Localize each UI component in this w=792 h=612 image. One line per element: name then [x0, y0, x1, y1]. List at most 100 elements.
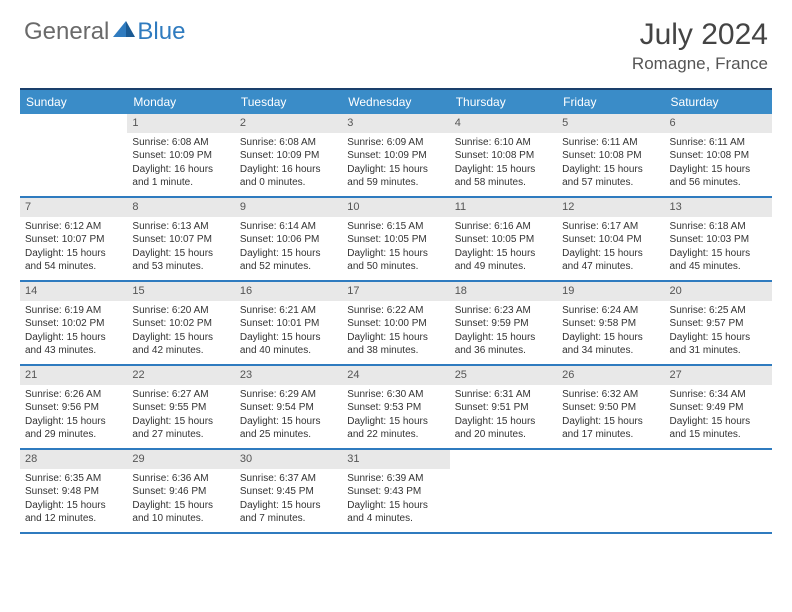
day-number: 7	[20, 198, 127, 217]
sunset-text: Sunset: 10:06 PM	[240, 233, 337, 247]
sunrise-text: Sunrise: 6:13 AM	[132, 220, 229, 234]
day-body: Sunrise: 6:10 AMSunset: 10:08 PMDaylight…	[450, 133, 557, 195]
day-cell: 7Sunrise: 6:12 AMSunset: 10:07 PMDayligh…	[20, 198, 127, 280]
day-number: 12	[557, 198, 664, 217]
page-title: July 2024	[632, 18, 768, 52]
logo-text-blue: Blue	[137, 18, 185, 46]
day-cell: 16Sunrise: 6:21 AMSunset: 10:01 PMDaylig…	[235, 282, 342, 364]
weekday-header-row: Sunday Monday Tuesday Wednesday Thursday…	[20, 90, 772, 114]
day-cell: 29Sunrise: 6:36 AMSunset: 9:46 PMDayligh…	[127, 450, 234, 532]
day-body: Sunrise: 6:19 AMSunset: 10:02 PMDaylight…	[20, 301, 127, 363]
day-cell: 21Sunrise: 6:26 AMSunset: 9:56 PMDayligh…	[20, 366, 127, 448]
sunset-text: Sunset: 9:50 PM	[562, 401, 659, 415]
day-number: 29	[127, 450, 234, 469]
day-cell: 31Sunrise: 6:39 AMSunset: 9:43 PMDayligh…	[342, 450, 449, 532]
day-cell: 11Sunrise: 6:16 AMSunset: 10:05 PMDaylig…	[450, 198, 557, 280]
sunrise-text: Sunrise: 6:21 AM	[240, 304, 337, 318]
day-body: Sunrise: 6:17 AMSunset: 10:04 PMDaylight…	[557, 217, 664, 279]
day-cell: 26Sunrise: 6:32 AMSunset: 9:50 PMDayligh…	[557, 366, 664, 448]
sunset-text: Sunset: 10:07 PM	[25, 233, 122, 247]
daylight-text: Daylight: 15 hours and 27 minutes.	[132, 415, 229, 442]
sunset-text: Sunset: 9:45 PM	[240, 485, 337, 499]
sunrise-text: Sunrise: 6:39 AM	[347, 472, 444, 486]
day-body: Sunrise: 6:21 AMSunset: 10:01 PMDaylight…	[235, 301, 342, 363]
day-body: Sunrise: 6:23 AMSunset: 9:59 PMDaylight:…	[450, 301, 557, 363]
day-number: 27	[665, 366, 772, 385]
sunrise-text: Sunrise: 6:20 AM	[132, 304, 229, 318]
daylight-text: Daylight: 15 hours and 43 minutes.	[25, 331, 122, 358]
daylight-text: Daylight: 15 hours and 45 minutes.	[670, 247, 767, 274]
sunrise-text: Sunrise: 6:25 AM	[670, 304, 767, 318]
sunset-text: Sunset: 10:07 PM	[132, 233, 229, 247]
day-cell: 2Sunrise: 6:08 AMSunset: 10:09 PMDayligh…	[235, 114, 342, 196]
sunrise-text: Sunrise: 6:10 AM	[455, 136, 552, 150]
sunrise-text: Sunrise: 6:19 AM	[25, 304, 122, 318]
sunrise-text: Sunrise: 6:11 AM	[562, 136, 659, 150]
day-cell: 6Sunrise: 6:11 AMSunset: 10:08 PMDayligh…	[665, 114, 772, 196]
week-row: 7Sunrise: 6:12 AMSunset: 10:07 PMDayligh…	[20, 198, 772, 282]
sunset-text: Sunset: 10:09 PM	[240, 149, 337, 163]
day-cell: 14Sunrise: 6:19 AMSunset: 10:02 PMDaylig…	[20, 282, 127, 364]
sunset-text: Sunset: 10:02 PM	[132, 317, 229, 331]
day-body: Sunrise: 6:11 AMSunset: 10:08 PMDaylight…	[557, 133, 664, 195]
daylight-text: Daylight: 15 hours and 31 minutes.	[670, 331, 767, 358]
day-number: 15	[127, 282, 234, 301]
day-cell	[557, 450, 664, 532]
sunset-text: Sunset: 10:08 PM	[455, 149, 552, 163]
day-body: Sunrise: 6:30 AMSunset: 9:53 PMDaylight:…	[342, 385, 449, 447]
sunset-text: Sunset: 9:57 PM	[670, 317, 767, 331]
day-number: 6	[665, 114, 772, 133]
day-body: Sunrise: 6:24 AMSunset: 9:58 PMDaylight:…	[557, 301, 664, 363]
week-row: 1Sunrise: 6:08 AMSunset: 10:09 PMDayligh…	[20, 114, 772, 198]
sunset-text: Sunset: 9:49 PM	[670, 401, 767, 415]
day-number: 8	[127, 198, 234, 217]
day-number: 26	[557, 366, 664, 385]
daylight-text: Daylight: 15 hours and 50 minutes.	[347, 247, 444, 274]
day-cell: 13Sunrise: 6:18 AMSunset: 10:03 PMDaylig…	[665, 198, 772, 280]
day-number: 21	[20, 366, 127, 385]
day-cell: 15Sunrise: 6:20 AMSunset: 10:02 PMDaylig…	[127, 282, 234, 364]
day-cell: 17Sunrise: 6:22 AMSunset: 10:00 PMDaylig…	[342, 282, 449, 364]
sunrise-text: Sunrise: 6:24 AM	[562, 304, 659, 318]
sunset-text: Sunset: 9:48 PM	[25, 485, 122, 499]
sunrise-text: Sunrise: 6:31 AM	[455, 388, 552, 402]
logo: General Blue	[24, 18, 185, 46]
day-cell	[20, 114, 127, 196]
daylight-text: Daylight: 15 hours and 12 minutes.	[25, 499, 122, 526]
sunset-text: Sunset: 10:03 PM	[670, 233, 767, 247]
day-body: Sunrise: 6:36 AMSunset: 9:46 PMDaylight:…	[127, 469, 234, 531]
day-number: 16	[235, 282, 342, 301]
sunset-text: Sunset: 9:53 PM	[347, 401, 444, 415]
sunrise-text: Sunrise: 6:15 AM	[347, 220, 444, 234]
day-cell: 30Sunrise: 6:37 AMSunset: 9:45 PMDayligh…	[235, 450, 342, 532]
daylight-text: Daylight: 15 hours and 36 minutes.	[455, 331, 552, 358]
day-number: 22	[127, 366, 234, 385]
day-cell: 3Sunrise: 6:09 AMSunset: 10:09 PMDayligh…	[342, 114, 449, 196]
sunset-text: Sunset: 9:58 PM	[562, 317, 659, 331]
header: General Blue July 2024 Romagne, France	[0, 0, 792, 82]
calendar: Sunday Monday Tuesday Wednesday Thursday…	[20, 88, 772, 534]
day-body: Sunrise: 6:29 AMSunset: 9:54 PMDaylight:…	[235, 385, 342, 447]
day-number: 1	[127, 114, 234, 133]
sunrise-text: Sunrise: 6:37 AM	[240, 472, 337, 486]
sunset-text: Sunset: 10:01 PM	[240, 317, 337, 331]
daylight-text: Daylight: 15 hours and 22 minutes.	[347, 415, 444, 442]
daylight-text: Daylight: 16 hours and 0 minutes.	[240, 163, 337, 190]
daylight-text: Daylight: 15 hours and 20 minutes.	[455, 415, 552, 442]
weekday-header: Wednesday	[342, 90, 449, 114]
day-number: 30	[235, 450, 342, 469]
logo-triangle-icon	[113, 19, 135, 37]
sunset-text: Sunset: 9:51 PM	[455, 401, 552, 415]
day-number: 31	[342, 450, 449, 469]
day-number: 4	[450, 114, 557, 133]
day-number: 19	[557, 282, 664, 301]
sunset-text: Sunset: 10:08 PM	[670, 149, 767, 163]
day-cell: 18Sunrise: 6:23 AMSunset: 9:59 PMDayligh…	[450, 282, 557, 364]
week-row: 14Sunrise: 6:19 AMSunset: 10:02 PMDaylig…	[20, 282, 772, 366]
weekday-header: Saturday	[665, 90, 772, 114]
day-number: 10	[342, 198, 449, 217]
day-body: Sunrise: 6:37 AMSunset: 9:45 PMDaylight:…	[235, 469, 342, 531]
day-cell: 22Sunrise: 6:27 AMSunset: 9:55 PMDayligh…	[127, 366, 234, 448]
daylight-text: Daylight: 15 hours and 59 minutes.	[347, 163, 444, 190]
day-body: Sunrise: 6:14 AMSunset: 10:06 PMDaylight…	[235, 217, 342, 279]
